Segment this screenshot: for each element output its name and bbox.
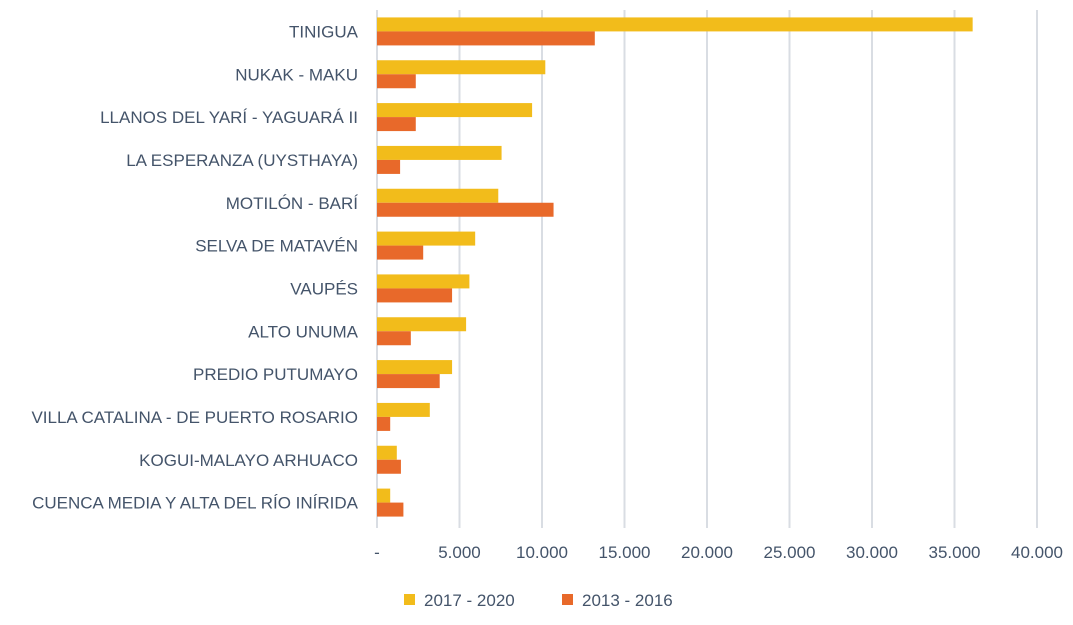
x-tick-label: 30.000	[846, 543, 898, 562]
category-label: VAUPÉS	[290, 279, 358, 298]
legend-swatch	[404, 594, 415, 605]
bar-2013-2016	[377, 288, 453, 303]
x-tick-label: 40.000	[1011, 543, 1063, 562]
bar-2017-2020	[377, 188, 499, 203]
x-tick-label: 20.000	[681, 543, 733, 562]
bar-2013-2016	[377, 331, 411, 346]
bar-2013-2016	[377, 117, 416, 132]
x-tick-label: 5.000	[438, 543, 481, 562]
bar-2013-2016	[377, 245, 424, 260]
bar-2017-2020	[377, 445, 397, 460]
category-label: MOTILÓN - BARÍ	[226, 194, 359, 213]
category-label: PREDIO PUTUMAYO	[193, 365, 358, 384]
category-label: SELVA DE MATAVÉN	[195, 237, 358, 256]
bar-2017-2020	[377, 231, 476, 246]
category-label: LLANOS DEL YARÍ - YAGUARÁ II	[100, 108, 358, 127]
bar-2013-2016	[377, 159, 401, 174]
bar-2017-2020	[377, 103, 533, 118]
legend-label: 2017 - 2020	[424, 591, 515, 610]
category-label: LA ESPERANZA (UYSTHAYA)	[126, 151, 358, 170]
category-label: ALTO UNUMA	[248, 322, 359, 341]
category-label: VILLA CATALINA - DE PUERTO ROSARIO	[31, 408, 358, 427]
bar-2017-2020	[377, 60, 546, 75]
legend-swatch	[562, 594, 573, 605]
bar-2013-2016	[377, 374, 440, 389]
bar-2017-2020	[377, 145, 502, 160]
x-tick-label: 10.000	[516, 543, 568, 562]
bar-2013-2016	[377, 459, 401, 474]
category-label: TINIGUA	[289, 22, 359, 41]
bar-2017-2020	[377, 488, 391, 503]
x-tick-label: 35.000	[929, 543, 981, 562]
bar-2017-2020	[377, 360, 453, 375]
bar-2013-2016	[377, 416, 391, 431]
category-label: KOGUI-MALAYO ARHUACO	[139, 451, 358, 470]
category-label: NUKAK - MAKU	[235, 65, 358, 84]
bar-2013-2016	[377, 31, 595, 46]
bar-2013-2016	[377, 74, 416, 89]
bar-2013-2016	[377, 502, 404, 517]
bar-2017-2020	[377, 274, 470, 289]
bar-2013-2016	[377, 202, 554, 217]
bar-2017-2020	[377, 402, 430, 417]
legend-label: 2013 - 2016	[582, 591, 673, 610]
category-label: CUENCA MEDIA Y ALTA DEL RÍO INÍRIDA	[32, 494, 359, 513]
x-tick-label: 25.000	[764, 543, 816, 562]
x-tick-label: -	[374, 543, 380, 562]
x-tick-label: 15.000	[599, 543, 651, 562]
bar-2017-2020	[377, 317, 467, 332]
bar-2017-2020	[377, 17, 973, 32]
